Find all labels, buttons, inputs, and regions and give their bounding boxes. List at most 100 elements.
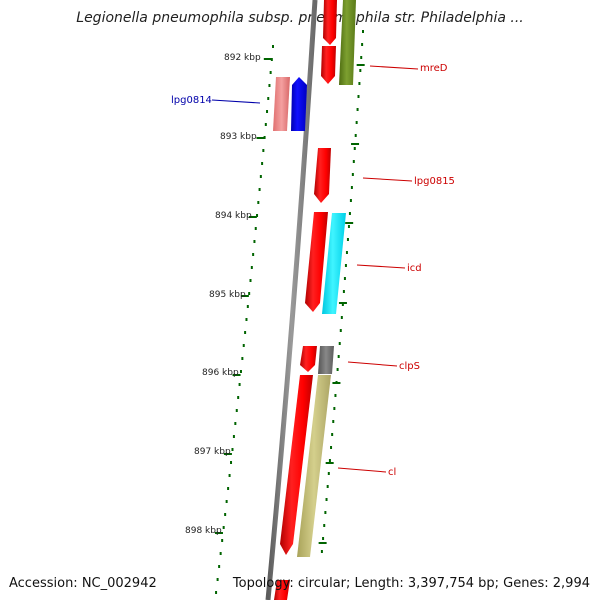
ruler-dot — [249, 279, 252, 282]
ruler-label-896: 896 kbp — [202, 368, 239, 378]
ruler-major-tick — [223, 453, 232, 455]
ruler-dot — [242, 344, 245, 347]
gene-feature-pink[interactable] — [273, 77, 290, 131]
accession-label: Accession: NC_002942 — [9, 576, 157, 591]
gene-label-mreD[interactable]: mreD — [420, 63, 448, 74]
inner-track-major-tick — [318, 542, 327, 544]
ruler-dot — [232, 435, 235, 438]
gene-top-1-feature[interactable] — [323, 0, 337, 45]
ruler-dot — [241, 357, 244, 360]
inner-track-dot — [324, 511, 327, 514]
ruler-dot — [215, 591, 218, 594]
gene-label-clpS[interactable]: clpS — [399, 361, 420, 372]
gene-cl-cog-feature[interactable] — [297, 375, 331, 557]
inner-track-dot — [337, 355, 340, 358]
ruler-dot — [238, 383, 241, 386]
ruler-dot — [256, 214, 259, 217]
inner-track-dot — [328, 459, 331, 462]
ruler-dot — [235, 409, 238, 412]
map-title: Legionella pneumophila subsp. pneumophil… — [76, 10, 523, 26]
inner-track-major-tick — [356, 64, 365, 66]
gene-lpg0814-feature[interactable] — [291, 77, 307, 131]
ruler-dot — [266, 110, 269, 113]
genome-backbone — [265, 0, 318, 600]
ruler-dot — [248, 292, 251, 295]
leader-lpg0814 — [211, 99, 261, 104]
gene-top-olive-feature[interactable] — [339, 0, 356, 85]
ruler-major-tick — [256, 137, 265, 139]
inner-track-dot — [333, 407, 336, 410]
inner-track-dot — [362, 30, 364, 33]
inner-track-dot — [332, 420, 335, 423]
gene-label-lpg0815[interactable]: lpg0815 — [414, 176, 455, 187]
inner-track-dot — [344, 264, 347, 267]
leader-cl — [337, 467, 387, 473]
ruler-label-894: 894 kbp — [215, 211, 252, 221]
inner-track-major-tick — [338, 302, 347, 304]
ruler-major-tick — [248, 216, 257, 218]
gene-label-cl[interactable]: cl — [388, 467, 396, 478]
inner-track — [318, 30, 365, 553]
ruler-dot — [221, 539, 224, 542]
inner-track-dot — [343, 277, 346, 280]
ruler-label-898: 898 kbp — [185, 526, 222, 536]
inner-track-dot — [336, 368, 339, 371]
gene-labels: mreD lpg0814 lpg0815 icd clpS cl — [171, 63, 455, 478]
ruler-label-893: 893 kbp — [220, 132, 257, 142]
inner-track-dot — [340, 316, 343, 319]
inner-track-dot — [334, 394, 337, 397]
inner-track-dot — [342, 290, 345, 293]
ruler-dot — [246, 305, 249, 308]
ruler-dot — [264, 123, 267, 126]
inner-track-dot — [339, 329, 342, 332]
ruler-dot — [225, 500, 228, 503]
ruler-dot — [244, 331, 247, 334]
ruler-dot — [252, 253, 255, 256]
inner-track-major-tick — [351, 143, 360, 145]
inner-track-dot — [353, 147, 356, 150]
ruler-dot — [227, 487, 230, 490]
ruler-dot — [234, 422, 237, 425]
gene-lpg0815-feature[interactable] — [314, 148, 331, 203]
inner-track-dot — [350, 186, 353, 189]
gene-cl-feature[interactable] — [280, 375, 313, 555]
ruler-dot — [237, 396, 240, 399]
inner-track-dot — [331, 433, 334, 436]
inner-track-dot — [330, 446, 333, 449]
inner-track-dot — [361, 43, 364, 46]
ruler-dot — [258, 188, 261, 191]
ruler-dot — [219, 552, 222, 555]
inner-track-dot — [346, 238, 349, 241]
inner-track-dot — [359, 69, 362, 72]
ruler-dot — [261, 162, 264, 165]
ruler-major-tick — [232, 374, 241, 376]
gene-bottom-feature[interactable] — [274, 580, 290, 600]
gene-icd-cog-feature[interactable] — [322, 213, 346, 314]
gene-icd-feature[interactable] — [305, 212, 328, 312]
leader-mreD — [369, 65, 419, 70]
ruler-dot — [257, 201, 260, 204]
inner-track-dot — [348, 212, 351, 215]
inner-track-dot — [322, 537, 325, 540]
ruler-dot — [216, 578, 219, 581]
leader-clpS — [347, 361, 398, 367]
ruler-labels: 892 kbp 893 kbp 894 kbp 895 kbp 896 kbp … — [185, 53, 261, 536]
inner-track-major-tick — [325, 462, 334, 464]
ruler-major-tick — [240, 295, 249, 297]
inner-track-dot — [320, 550, 323, 553]
ruler-dot — [231, 448, 234, 451]
gene-clpS-feature[interactable] — [300, 346, 317, 372]
gene-clpS-cog-feature[interactable] — [318, 346, 334, 374]
gene-mreD-feature[interactable] — [321, 46, 336, 84]
ruler-label-892: 892 kbp — [224, 53, 261, 63]
gene-track-inner-left — [273, 77, 307, 131]
ruler-dot — [267, 97, 270, 100]
ruler-track — [214, 45, 274, 594]
ruler-dot — [262, 149, 265, 152]
ruler-dot — [245, 318, 248, 321]
inner-track-dot — [338, 342, 341, 345]
leader-icd — [356, 264, 406, 269]
inner-track-dot — [349, 199, 352, 202]
gene-label-lpg0814[interactable]: lpg0814 — [171, 95, 212, 106]
gene-label-icd[interactable]: icd — [407, 263, 422, 274]
